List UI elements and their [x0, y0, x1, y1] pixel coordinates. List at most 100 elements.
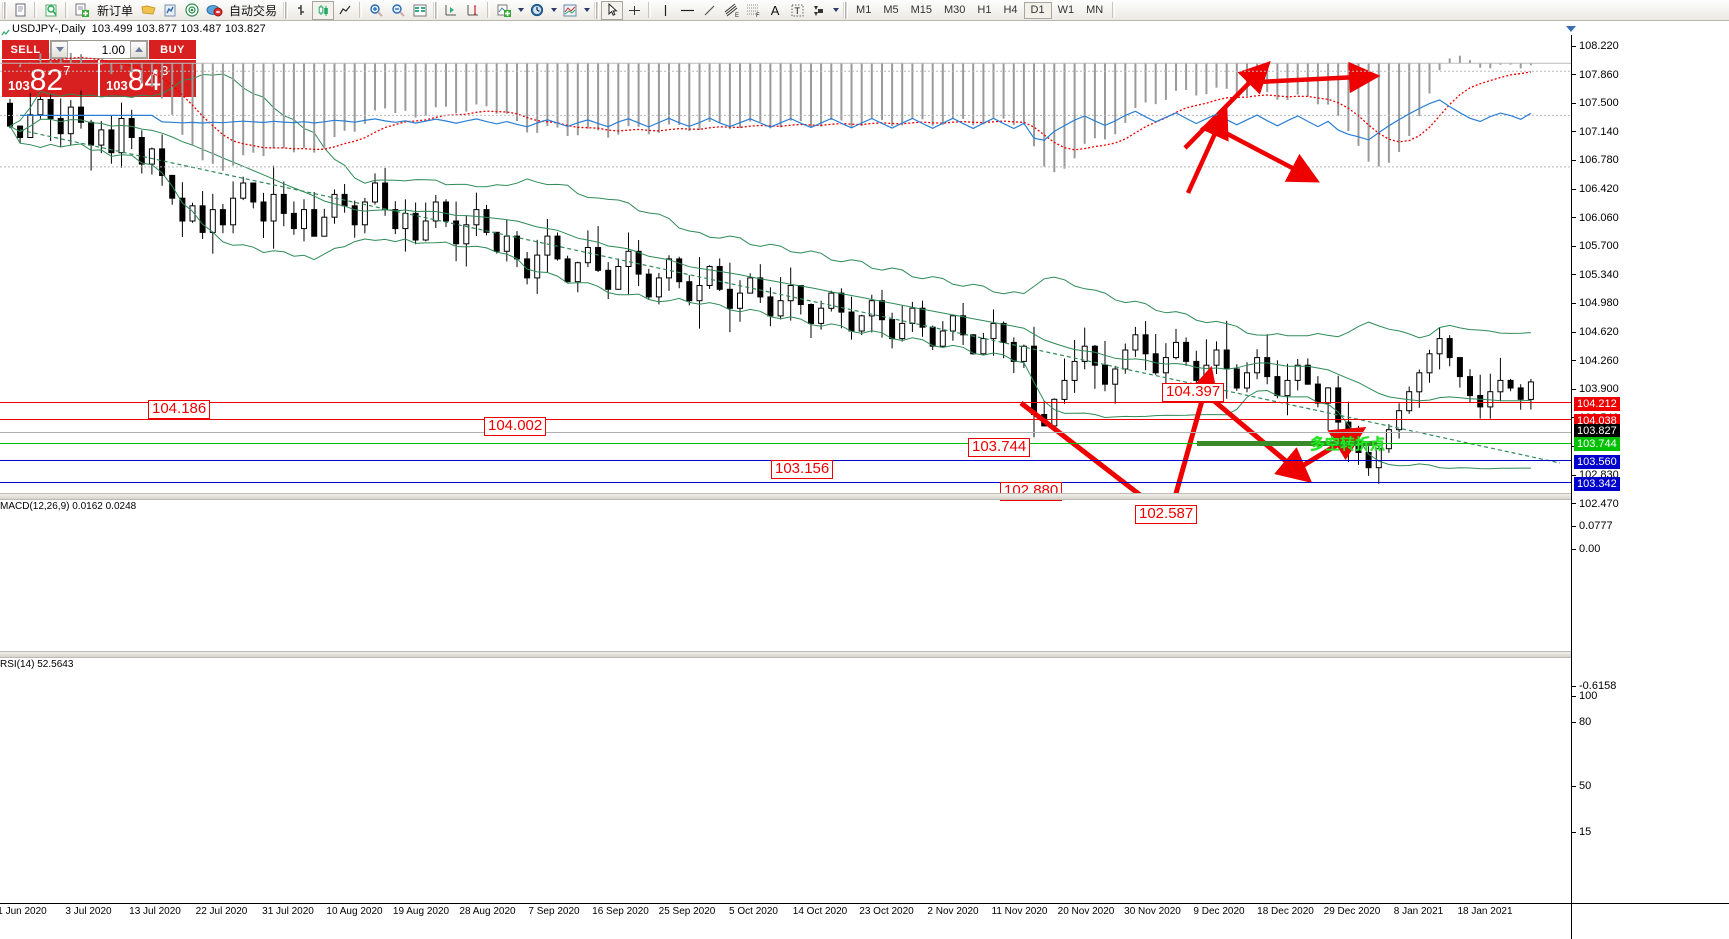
timeframe-h4[interactable]: H4	[1003, 4, 1018, 16]
pane-divider-rsi[interactable]	[0, 651, 1571, 658]
timeframe-d1[interactable]: D1	[1023, 1, 1052, 19]
chart-window-icon	[1, 24, 10, 36]
symbol-search-icon[interactable]	[40, 1, 62, 20]
channel-icon[interactable]: E	[720, 1, 742, 20]
new-order-label[interactable]: 新订单	[97, 3, 134, 18]
annotation-104-002[interactable]: 104.002	[484, 417, 547, 436]
timeframe-m5[interactable]: M5	[883, 4, 899, 16]
autotrading-label[interactable]: 自动交易	[229, 3, 278, 18]
text-label-icon[interactable]: T	[786, 1, 808, 20]
toolbar-grip[interactable]	[283, 1, 289, 19]
timeframe-m30[interactable]: M30	[944, 4, 966, 16]
macd-pane[interactable]	[0, 35, 1571, 190]
shapes-icon[interactable]	[808, 1, 830, 20]
signals-icon[interactable]	[159, 1, 181, 20]
volume-input[interactable]: 1.00	[101, 42, 125, 57]
toolbar-grip[interactable]	[843, 1, 849, 19]
expert-advisor-icon[interactable]	[137, 1, 159, 20]
text-icon[interactable]: A	[770, 2, 780, 18]
templates-icon[interactable]	[559, 1, 581, 20]
toolbar-grip[interactable]	[433, 1, 439, 19]
buy-button[interactable]: BUY	[149, 40, 196, 59]
bar-chart-icon[interactable]	[290, 1, 312, 20]
volume-decrease-icon[interactable]	[51, 41, 68, 58]
level-line-104-212[interactable]	[0, 402, 1571, 403]
annotation-103-156[interactable]: 103.156	[771, 460, 834, 479]
new-order-icon[interactable]	[71, 1, 93, 20]
indicators-chevron-down-icon[interactable]	[515, 1, 526, 20]
order-line-label[interactable]: 104.212	[1574, 397, 1620, 411]
oct-price-row[interactable]: 103 82 7 103 84 3	[2, 60, 196, 97]
level-line-103-900[interactable]	[0, 432, 1571, 433]
annotation-102-587[interactable]: 102.587	[1135, 505, 1198, 524]
chinese-note-label[interactable]: 多空转折点	[1310, 436, 1386, 453]
time-axis[interactable]: 1 Jun 2020 3 Jul 2020 13 Jul 2020 22 Jul 20…	[0, 903, 1729, 919]
autotrading-icon[interactable]	[203, 1, 225, 20]
last-price-label[interactable]: 103.827	[1574, 424, 1620, 438]
time-tick: 18 Dec 2020	[1257, 906, 1314, 917]
oct-controls-row[interactable]: SELL 1.00 BUY	[2, 40, 196, 59]
annotation-104-397[interactable]: 104.397	[1162, 383, 1225, 402]
chart-area[interactable]: 104.186 104.002 103.744 103.156 102.880 …	[0, 26, 1729, 939]
price-pane[interactable]	[0, 35, 1571, 531]
level-line-label[interactable]: 103.342	[1574, 477, 1620, 491]
fibonacci-icon[interactable]: F	[742, 1, 764, 20]
main-toolbar[interactable]: 新订单 自动交易	[0, 0, 1729, 21]
support-zone-segment[interactable]	[1197, 441, 1377, 446]
scroll-indicator-icon[interactable]	[1566, 26, 1576, 32]
svg-text:T: T	[794, 6, 800, 16]
volume-stepper[interactable]: 1.00	[50, 40, 148, 59]
zoom-in-icon[interactable]	[365, 1, 387, 20]
periods-chevron-down-icon[interactable]	[548, 1, 559, 20]
time-tick: 3 Jul 2020	[65, 906, 112, 917]
auto-scroll-icon[interactable]	[440, 1, 462, 20]
macd-canvas[interactable]	[0, 35, 1571, 190]
zoom-out-icon[interactable]	[387, 1, 409, 20]
annotation-103-744[interactable]: 103.744	[968, 438, 1031, 457]
volume-increase-icon[interactable]	[130, 41, 147, 58]
trendline-icon[interactable]	[698, 1, 720, 20]
annotation-104-186[interactable]: 104.186	[148, 400, 211, 419]
timeframe-w1[interactable]: W1	[1057, 4, 1075, 16]
candlestick-chart-icon[interactable]	[312, 0, 335, 20]
sell-fraction: 7	[63, 63, 71, 78]
new-chart-icon[interactable]	[9, 1, 31, 20]
cursor-icon[interactable]	[601, 0, 624, 20]
line-chart-icon[interactable]	[334, 1, 356, 20]
rsi-canvas[interactable]	[0, 35, 1571, 195]
symbol-ohlc: 103.499 103.877 103.487 103.827	[91, 22, 266, 35]
templates-chevron-down-icon[interactable]	[581, 1, 592, 20]
timeframe-mn[interactable]: MN	[1086, 4, 1104, 16]
horizontal-line-icon[interactable]	[676, 1, 698, 20]
toolbar-grip[interactable]	[2, 1, 7, 19]
pane-divider-macd[interactable]	[0, 493, 1571, 500]
timeframe-m1[interactable]: M1	[856, 4, 872, 16]
level-line-103-342[interactable]	[0, 482, 1571, 483]
indicators-icon[interactable]	[493, 1, 515, 20]
level-line-103-744[interactable]	[0, 443, 1571, 444]
timeframe-m15[interactable]: M15	[910, 4, 932, 16]
sell-price-display[interactable]: 103 82 7	[2, 60, 98, 97]
support-line-label[interactable]: 103.744	[1574, 437, 1620, 451]
svg-text:E: E	[735, 13, 739, 18]
timeframe-h1[interactable]: H1	[977, 4, 992, 16]
sell-button[interactable]: SELL	[2, 40, 49, 59]
price-tick: 107.140	[1572, 126, 1619, 138]
shapes-chevron-down-icon[interactable]	[830, 1, 841, 20]
crosshair-icon[interactable]	[623, 1, 645, 20]
price-axis[interactable]: 108.220 107.860 107.500 107.140 106.780 106.4…	[1566, 26, 1729, 939]
symbol-name: USDJPY-,Daily	[12, 22, 86, 35]
data-window-icon[interactable]	[409, 1, 431, 20]
time-tick: 19 Aug 2020	[392, 906, 450, 917]
market-icon[interactable]	[181, 1, 203, 20]
rsi-pane[interactable]	[0, 35, 1571, 195]
vertical-line-icon[interactable]	[654, 1, 676, 20]
price-tick: 103.900	[1572, 383, 1619, 395]
toolbar-grip[interactable]	[594, 1, 600, 19]
chart-shift-icon[interactable]	[462, 1, 484, 20]
one-click-trading-panel[interactable]: SELL 1.00 BUY 103 82 7 103 84 3	[2, 40, 196, 97]
price-chart-canvas[interactable]	[0, 35, 1571, 531]
level-line-104-038[interactable]	[0, 419, 1571, 420]
periods-icon[interactable]	[526, 1, 548, 20]
level-line-label[interactable]: 103.560	[1574, 455, 1620, 469]
